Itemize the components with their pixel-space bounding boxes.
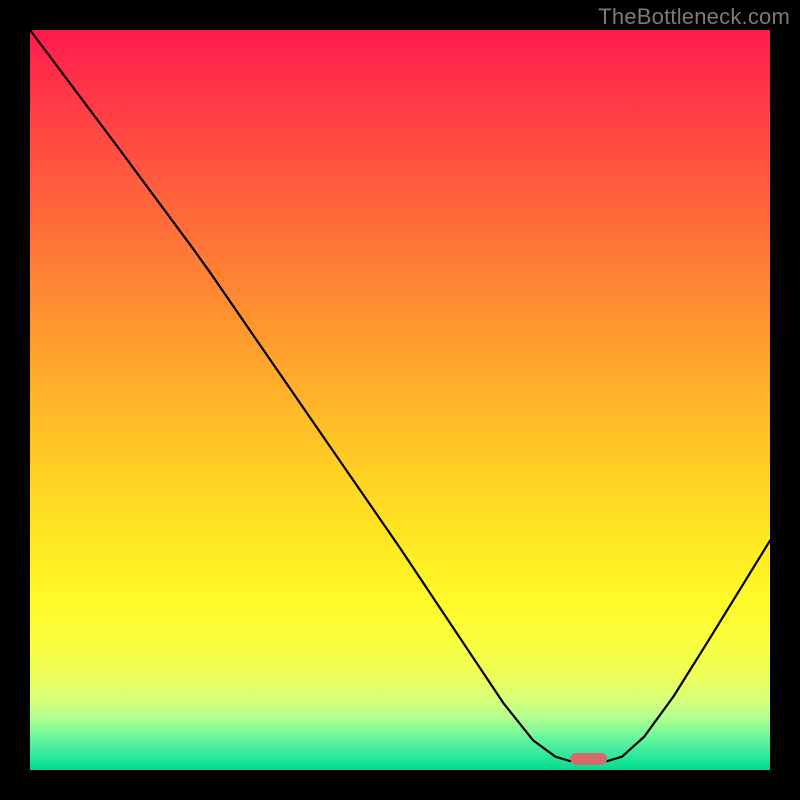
- heat-gradient-panel: [30, 30, 770, 770]
- optimal-marker: [570, 753, 607, 765]
- bottleneck-chart: [0, 0, 800, 800]
- chart-container: TheBottleneck.com: [0, 0, 800, 800]
- watermark-text: TheBottleneck.com: [598, 4, 790, 30]
